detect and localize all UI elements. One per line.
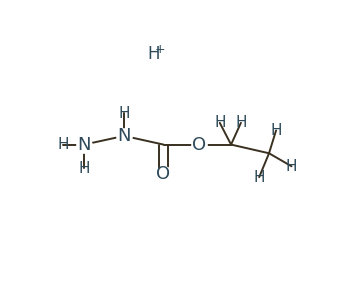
Text: H: H bbox=[235, 115, 246, 130]
Text: +: + bbox=[155, 43, 165, 56]
Text: N: N bbox=[117, 127, 131, 145]
Text: H: H bbox=[253, 170, 265, 185]
Text: H: H bbox=[270, 123, 282, 138]
Text: N: N bbox=[77, 136, 91, 154]
Text: H: H bbox=[214, 115, 225, 130]
Text: H: H bbox=[286, 159, 297, 174]
Text: H: H bbox=[118, 105, 130, 121]
Text: O: O bbox=[192, 136, 206, 154]
Text: O: O bbox=[156, 165, 171, 183]
Text: H: H bbox=[147, 45, 160, 63]
Text: H: H bbox=[78, 161, 90, 176]
Text: H: H bbox=[57, 137, 69, 152]
